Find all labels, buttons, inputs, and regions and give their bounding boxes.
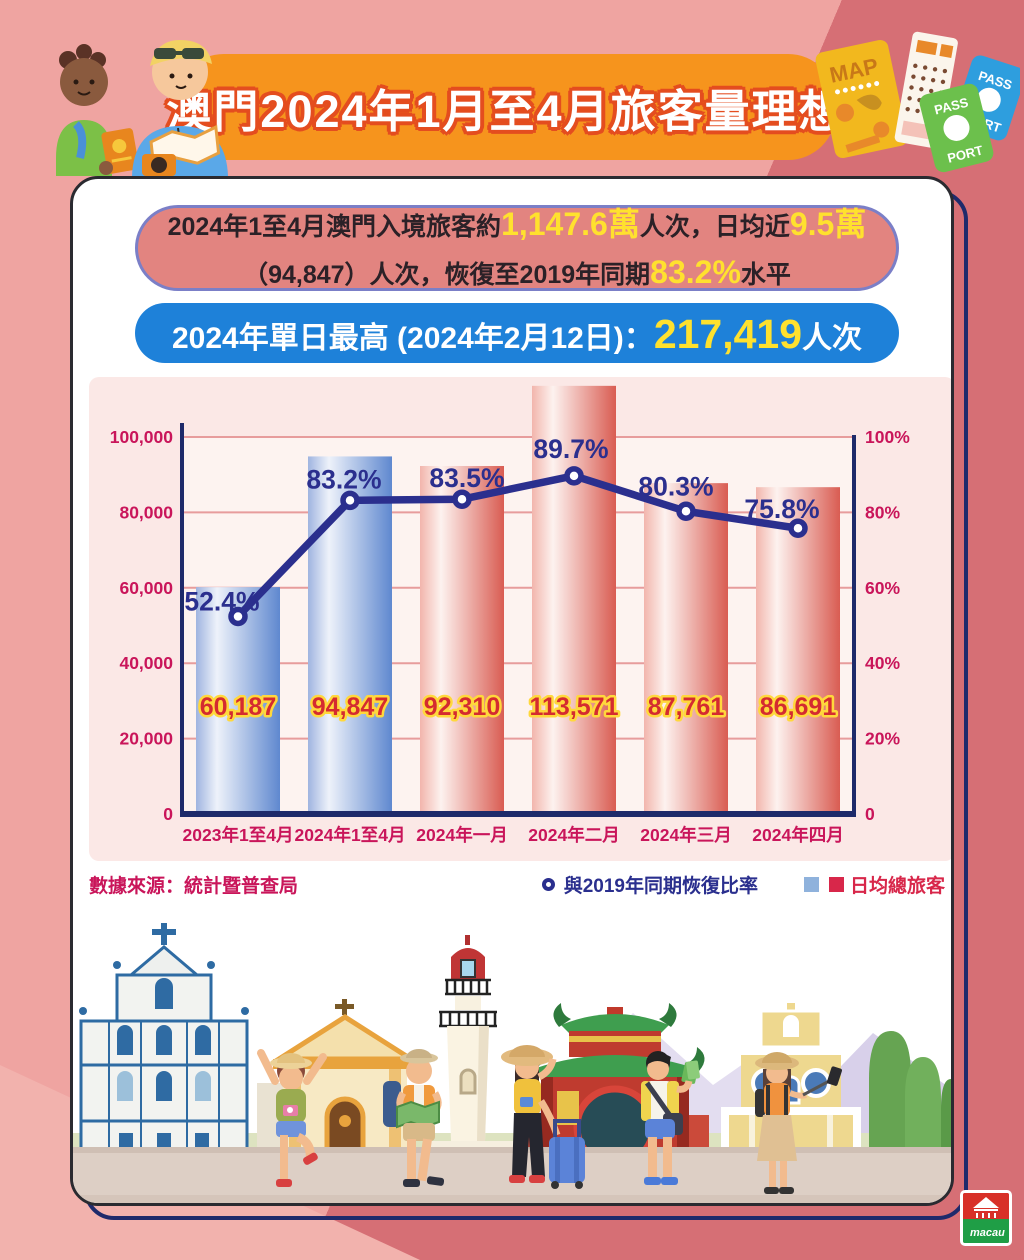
map-booklet-icon: MAP [815, 39, 908, 159]
percent-label: 89.7% [533, 434, 608, 464]
bar-2024年1至4月 [308, 456, 392, 814]
line-marker [564, 466, 584, 486]
percent-label: 75.8% [744, 494, 819, 524]
right-axis-tick: 40% [865, 653, 900, 673]
logo-graphic: macau [963, 1193, 1009, 1243]
blue-bar-swatch-icon [803, 876, 819, 892]
bar-value-label: 86,691 [760, 693, 837, 721]
bar-value-label: 113,571 [530, 693, 619, 721]
left-axis-tick: 0 [163, 804, 173, 824]
bar-value-label: 92,310 [424, 693, 500, 721]
railing [445, 978, 491, 996]
right-axis-tick: 80% [865, 502, 900, 522]
road-lower [73, 1195, 951, 1203]
macau-landmarks-illustration [73, 923, 951, 1203]
passport-icon [101, 128, 139, 174]
summary-highlight-recovery: 83.2% [650, 254, 741, 290]
visitors-combo-chart: 0 0 20,000 20% 40,000 40% 60,000 60% 80,000 80% 10… [110, 385, 910, 845]
percent-label: 83.2% [306, 464, 381, 494]
category-label: 2024年1至4月 [295, 825, 406, 845]
title-banner: 澳門2024年1月至4月旅客量理想 [166, 54, 844, 160]
line-marker-icon [541, 877, 555, 891]
category-label: 2024年一月 [416, 825, 507, 845]
logo-text: macau [970, 1227, 1005, 1239]
tourist-woman-selfie-stick [755, 1052, 842, 1194]
category-label: 2023年1至4月 [183, 825, 294, 845]
percent-label: 83.5% [429, 463, 504, 493]
daily-max-label: 2024年單日最高 (2024年2月12日)： [171, 322, 654, 355]
tourist-man-with-map [383, 1049, 445, 1187]
tourist-with-map [132, 40, 228, 176]
line-marker [452, 489, 472, 509]
red-bar-swatch-icon [828, 876, 844, 892]
passport-green-icon: PASS PORT [919, 83, 994, 173]
plot-area [182, 437, 854, 814]
left-axis-tick: 40,000 [119, 653, 173, 673]
bar-2024年四月 [756, 487, 840, 814]
page-title: 澳門2024年1月至4月旅客量理想 [166, 85, 846, 137]
line-marker [788, 518, 808, 538]
tourist-with-passport [56, 44, 139, 176]
category-label: 2024年四月 [752, 825, 843, 845]
tourist-woman-with-suitcase [501, 1045, 585, 1189]
tourist-man-with-banknotes [641, 1051, 700, 1185]
pavilion-icon [973, 1197, 999, 1208]
daily-max-pill: 2024年單日最高 (2024年2月12日)： 217,419 人次 [135, 303, 899, 363]
summary-highlight-total: 1,147.6萬 [501, 206, 640, 242]
legend-daily-visitors: 日均總旅客 [803, 871, 945, 898]
left-axis-tick: 60,000 [119, 578, 173, 598]
right-axis-tick: 60% [865, 578, 900, 598]
summary-text: 2024年1至4月澳門入境旅客約 [167, 213, 502, 241]
travel-documents-illustration: MAP PASS PORT PASS PORT [815, 31, 1020, 173]
tourists-cartoon-illustration [56, 40, 228, 176]
right-axis-tick: 20% [865, 729, 900, 749]
sunglasses-icon [154, 48, 204, 59]
daily-max-value: 217,419 [653, 311, 803, 357]
bar-value-label: 60,187 [200, 693, 276, 721]
road-edge [73, 1147, 951, 1153]
bar-2024年二月 [532, 385, 616, 814]
macau-tourism-logo: macau [960, 1190, 1012, 1246]
right-axis-tick: 0 [865, 804, 875, 824]
railing [439, 1010, 497, 1028]
bar-value-label: 94,847 [312, 693, 388, 721]
right-axis-tick: 100% [865, 427, 910, 447]
percent-label: 80.3% [638, 471, 713, 501]
percent-label: 52.4% [184, 586, 259, 616]
line-marker [676, 501, 696, 522]
tourist-girl-waving [257, 1049, 327, 1187]
line-marker [340, 490, 360, 511]
legend-recovery-rate: 與2019年同期恢復比率 [541, 871, 758, 898]
category-label: 2024年二月 [528, 825, 619, 845]
bushes [869, 1031, 951, 1155]
data-source-label: 數據來源：統計暨普查局 [89, 875, 299, 897]
summary-highlight-daily: 9.5萬 [789, 206, 867, 242]
left-axis-tick: 80,000 [119, 502, 173, 522]
camera-icon [142, 154, 176, 176]
bar-2024年三月 [644, 483, 728, 814]
recovery-rate-line [234, 472, 802, 621]
left-axis-tick: 20,000 [119, 729, 173, 749]
chart-panel: 0 0 20,000 20% 40,000 40% 60,000 60% 80,000 80% 10… [89, 377, 951, 861]
left-axis-tick: 100,000 [110, 427, 174, 447]
line-marker [228, 606, 248, 627]
bar-2024年一月 [420, 465, 504, 814]
bar-value-label: 87,761 [648, 693, 725, 721]
infographic-card: 2024年1至4月澳門入境旅客約 1,147.6萬 人次，日均近 9.5萬 （9… [70, 176, 954, 1206]
suitcase [549, 1119, 585, 1189]
category-label: 2024年三月 [640, 825, 731, 845]
ruins-of-st-pauls [79, 923, 249, 1183]
summary-pill: 2024年1至4月澳門入境旅客約 1,147.6萬 人次，日均近 9.5萬 （9… [135, 205, 899, 291]
chart-footer: 數據來源：統計暨普查局 與2019年同期恢復比率 日均總旅客 [89, 869, 945, 899]
